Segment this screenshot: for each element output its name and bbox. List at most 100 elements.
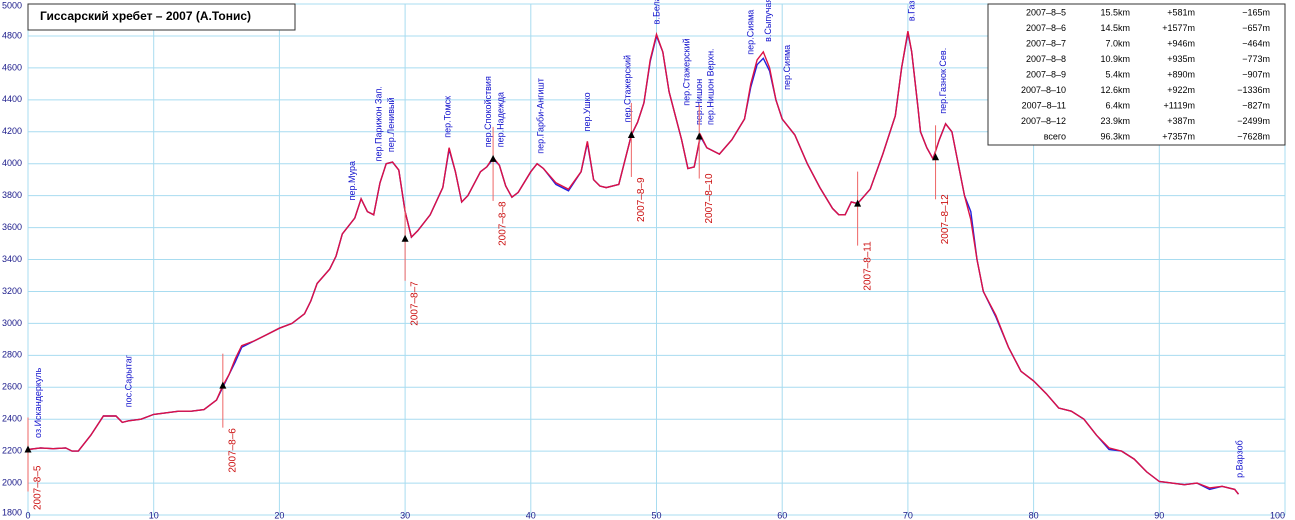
- place-label: пер.Газнок Сев.: [938, 48, 948, 114]
- table-cell: 7.0km: [1105, 38, 1130, 48]
- day-marker: [695, 132, 703, 140]
- place-label: пер.Сияма: [746, 10, 756, 55]
- table-cell: 10.9km: [1100, 54, 1130, 64]
- y-tick-label: 4400: [2, 94, 22, 104]
- place-label: пер.Нишон: [694, 79, 704, 125]
- place-label: оз.Искандеркуль: [33, 367, 43, 437]
- y-tick-label: 2400: [2, 414, 22, 424]
- table-cell: −773m: [1242, 54, 1270, 64]
- table-cell: 2007–8–5: [1026, 7, 1066, 17]
- y-tick-label: 3200: [2, 286, 22, 296]
- table-cell: −165m: [1242, 7, 1270, 17]
- x-tick-label: 100: [1270, 510, 1285, 520]
- table-cell: 2007–8–8: [1026, 54, 1066, 64]
- table-cell: −657m: [1242, 23, 1270, 33]
- table-cell: +581m: [1167, 7, 1195, 17]
- y-tick-label: 2600: [2, 382, 22, 392]
- place-label: пер.Ушко: [582, 92, 592, 131]
- x-tick-label: 50: [651, 510, 661, 520]
- table-cell: −1336m: [1237, 85, 1270, 95]
- table-cell: 6.4km: [1105, 100, 1130, 110]
- y-tick-label: 3600: [2, 222, 22, 232]
- table-cell: −7628m: [1237, 131, 1270, 141]
- day-label: 2007–8–7: [410, 281, 421, 326]
- day-marker: [932, 153, 940, 161]
- x-tick-label: 30: [400, 510, 410, 520]
- place-label: пер.Ленивый: [386, 98, 396, 153]
- x-tick-label: 0: [25, 510, 30, 520]
- place-label: пер.Парижон Зап.: [374, 86, 384, 161]
- place-label: в.Сыпучая: [763, 0, 773, 42]
- place-label: пер.Надежда: [495, 92, 505, 147]
- table-cell: +1577m: [1162, 23, 1195, 33]
- chart-title: Гиссарский хребет – 2007 (А.Тонис): [40, 9, 251, 23]
- day-marker: [489, 154, 497, 162]
- table-cell: 96.3km: [1100, 131, 1130, 141]
- place-label: пер.Стажерский: [682, 38, 692, 105]
- y-tick-label: 4800: [2, 30, 22, 40]
- day-label: 2007–8–12: [940, 194, 951, 244]
- table-cell: 2007–8–10: [1021, 85, 1066, 95]
- table-cell: +7357m: [1162, 131, 1195, 141]
- table-cell: 14.5km: [1100, 23, 1130, 33]
- summary-table: 2007–8–5 15.5km +581m −165m 2007–8–6 14.5km +1…: [1021, 7, 1270, 141]
- day-label: 2007–8–10: [704, 173, 715, 223]
- x-tick-label: 70: [903, 510, 913, 520]
- x-tick-label: 90: [1154, 510, 1164, 520]
- place-label: пос.Сарытаг: [123, 354, 133, 407]
- table-cell: −827m: [1242, 100, 1270, 110]
- day-label: 2007–8–5: [33, 465, 44, 510]
- table-cell: +935m: [1167, 54, 1195, 64]
- table-cell: +946m: [1167, 38, 1195, 48]
- x-tick-label: 40: [526, 510, 536, 520]
- place-label: р.Варзоб: [1235, 440, 1245, 478]
- place-label: пер.Нишон Верхн.: [705, 48, 715, 125]
- day-label: 2007–8–9: [636, 177, 647, 222]
- table-cell: −907m: [1242, 69, 1270, 79]
- table-cell: +922m: [1167, 85, 1195, 95]
- day-label: 2007–8–11: [862, 241, 873, 291]
- x-tick-label: 60: [777, 510, 787, 520]
- y-tick-label: 2000: [2, 477, 22, 487]
- table-cell: +1119m: [1164, 100, 1195, 110]
- plot: оз.Искандеркуль пос.Сарытаг пер.Мура пер.Па…: [24, 0, 1245, 510]
- table-cell: 2007–8–9: [1026, 69, 1066, 79]
- y-tick-label: 2200: [2, 446, 22, 456]
- title-box: [27, 3, 296, 31]
- table-cell: −2499m: [1237, 116, 1270, 126]
- table-cell: −464m: [1242, 38, 1270, 48]
- x-tick-label: 20: [274, 510, 284, 520]
- y-tick-label: 2800: [2, 350, 22, 360]
- y-tick-label: 1800: [2, 507, 22, 517]
- place-label: пер.Спокойствия: [483, 76, 493, 147]
- y-tick-label: 3800: [2, 190, 22, 200]
- place-label: в.Белая Пирамида: [651, 0, 661, 24]
- day-marker: [24, 445, 32, 453]
- day-label: 2007–8–8: [498, 201, 509, 246]
- table-cell: 2007–8–11: [1022, 100, 1066, 110]
- table-cell: 2007–8–12: [1021, 116, 1066, 126]
- y-tick-label: 5000: [2, 0, 22, 10]
- y-tick-label: 4200: [2, 126, 22, 136]
- day-marker: [219, 381, 227, 389]
- x-tick-label: 80: [1029, 510, 1039, 520]
- table-cell: 2007–8–6: [1026, 23, 1066, 33]
- y-tick-label: 4000: [2, 158, 22, 168]
- table-cell: 2007–8–7: [1026, 38, 1066, 48]
- y-tick-label: 3400: [2, 254, 22, 264]
- day-marker: [854, 199, 862, 207]
- summary-box: [987, 3, 1286, 146]
- y-tick-label: 3000: [2, 318, 22, 328]
- place-label: пер.Стажерский: [622, 55, 632, 122]
- y-tick-label: 4600: [2, 62, 22, 72]
- place-label: пер.Томск: [443, 96, 453, 138]
- table-cell: +890m: [1167, 69, 1195, 79]
- day-label: 2007–8–6: [227, 428, 238, 473]
- table-cell: 15.5km: [1100, 7, 1130, 17]
- day-marker: [627, 130, 635, 138]
- place-label: в.Газнок: [907, 0, 917, 21]
- place-label: пер.Гарби-Ангишт: [536, 78, 546, 154]
- table-cell: 5.4km: [1105, 69, 1130, 79]
- table-cell: всего: [1044, 131, 1066, 141]
